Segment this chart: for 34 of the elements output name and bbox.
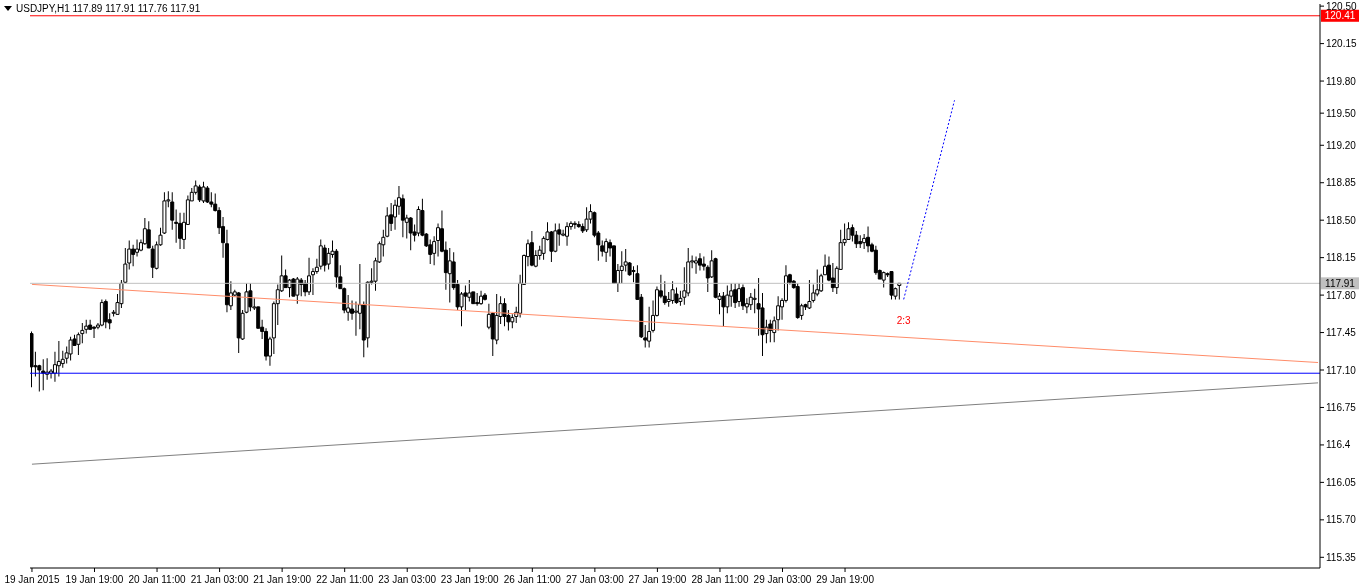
y-tick-label: 120.50 [1326, 0, 1358, 12]
ref-line-label: 117.91 [1325, 277, 1356, 289]
y-tick-label: 117.80 [1326, 289, 1357, 301]
x-tick-label: 20 Jan 11:00 [128, 574, 187, 585]
y-tick-label: 118.15 [1326, 252, 1357, 264]
y-tick-label: 116.75 [1326, 402, 1357, 414]
y-tick-label: 118.50 [1326, 214, 1357, 226]
y-tick-label: 115.35 [1326, 551, 1357, 563]
chart-title: USDJPY,H1 117.89 117.91 117.76 117.91 [16, 3, 201, 14]
x-tick-label: 27 Jan 19:00 [628, 574, 687, 585]
y-tick-label: 117.10 [1326, 364, 1357, 376]
y-tick-label: 118.85 [1326, 177, 1357, 189]
x-tick-label: 19 Jan 19:00 [65, 574, 124, 585]
x-tick-label: 23 Jan 19:00 [440, 574, 500, 585]
x-tick-label: 27 Jan 03:00 [565, 574, 625, 585]
ref-line-label: 120.41 [1324, 10, 1356, 22]
annotation: 2:3 [896, 315, 912, 327]
y-tick-label: 117.45 [1326, 327, 1357, 339]
y-tick-label: 119.20 [1326, 139, 1357, 151]
x-tick-label: 29 Jan 19:00 [816, 574, 875, 585]
x-tick-label: 21 Jan 03:00 [190, 574, 249, 585]
x-tick-label: 23 Jan 03:00 [378, 574, 437, 585]
y-tick-label: 115.70 [1326, 514, 1357, 526]
x-tick-label: 28 Jan 11:00 [691, 574, 749, 585]
x-tick-label: 22 Jan 11:00 [316, 574, 374, 585]
y-tick-label: 116.4 [1326, 439, 1351, 451]
y-tick-label: 119.80 [1326, 75, 1357, 87]
x-tick-label: 19 Jan 2015 [4, 574, 60, 585]
y-tick-label: 116.05 [1326, 476, 1357, 488]
y-tick-label: 119.50 [1326, 107, 1357, 119]
y-tick-label: 120.15 [1326, 38, 1358, 50]
x-tick-label: 29 Jan 03:00 [753, 574, 812, 585]
x-tick-label: 26 Jan 11:00 [503, 574, 562, 585]
x-tick-label: 21 Jan 19:00 [253, 574, 312, 585]
